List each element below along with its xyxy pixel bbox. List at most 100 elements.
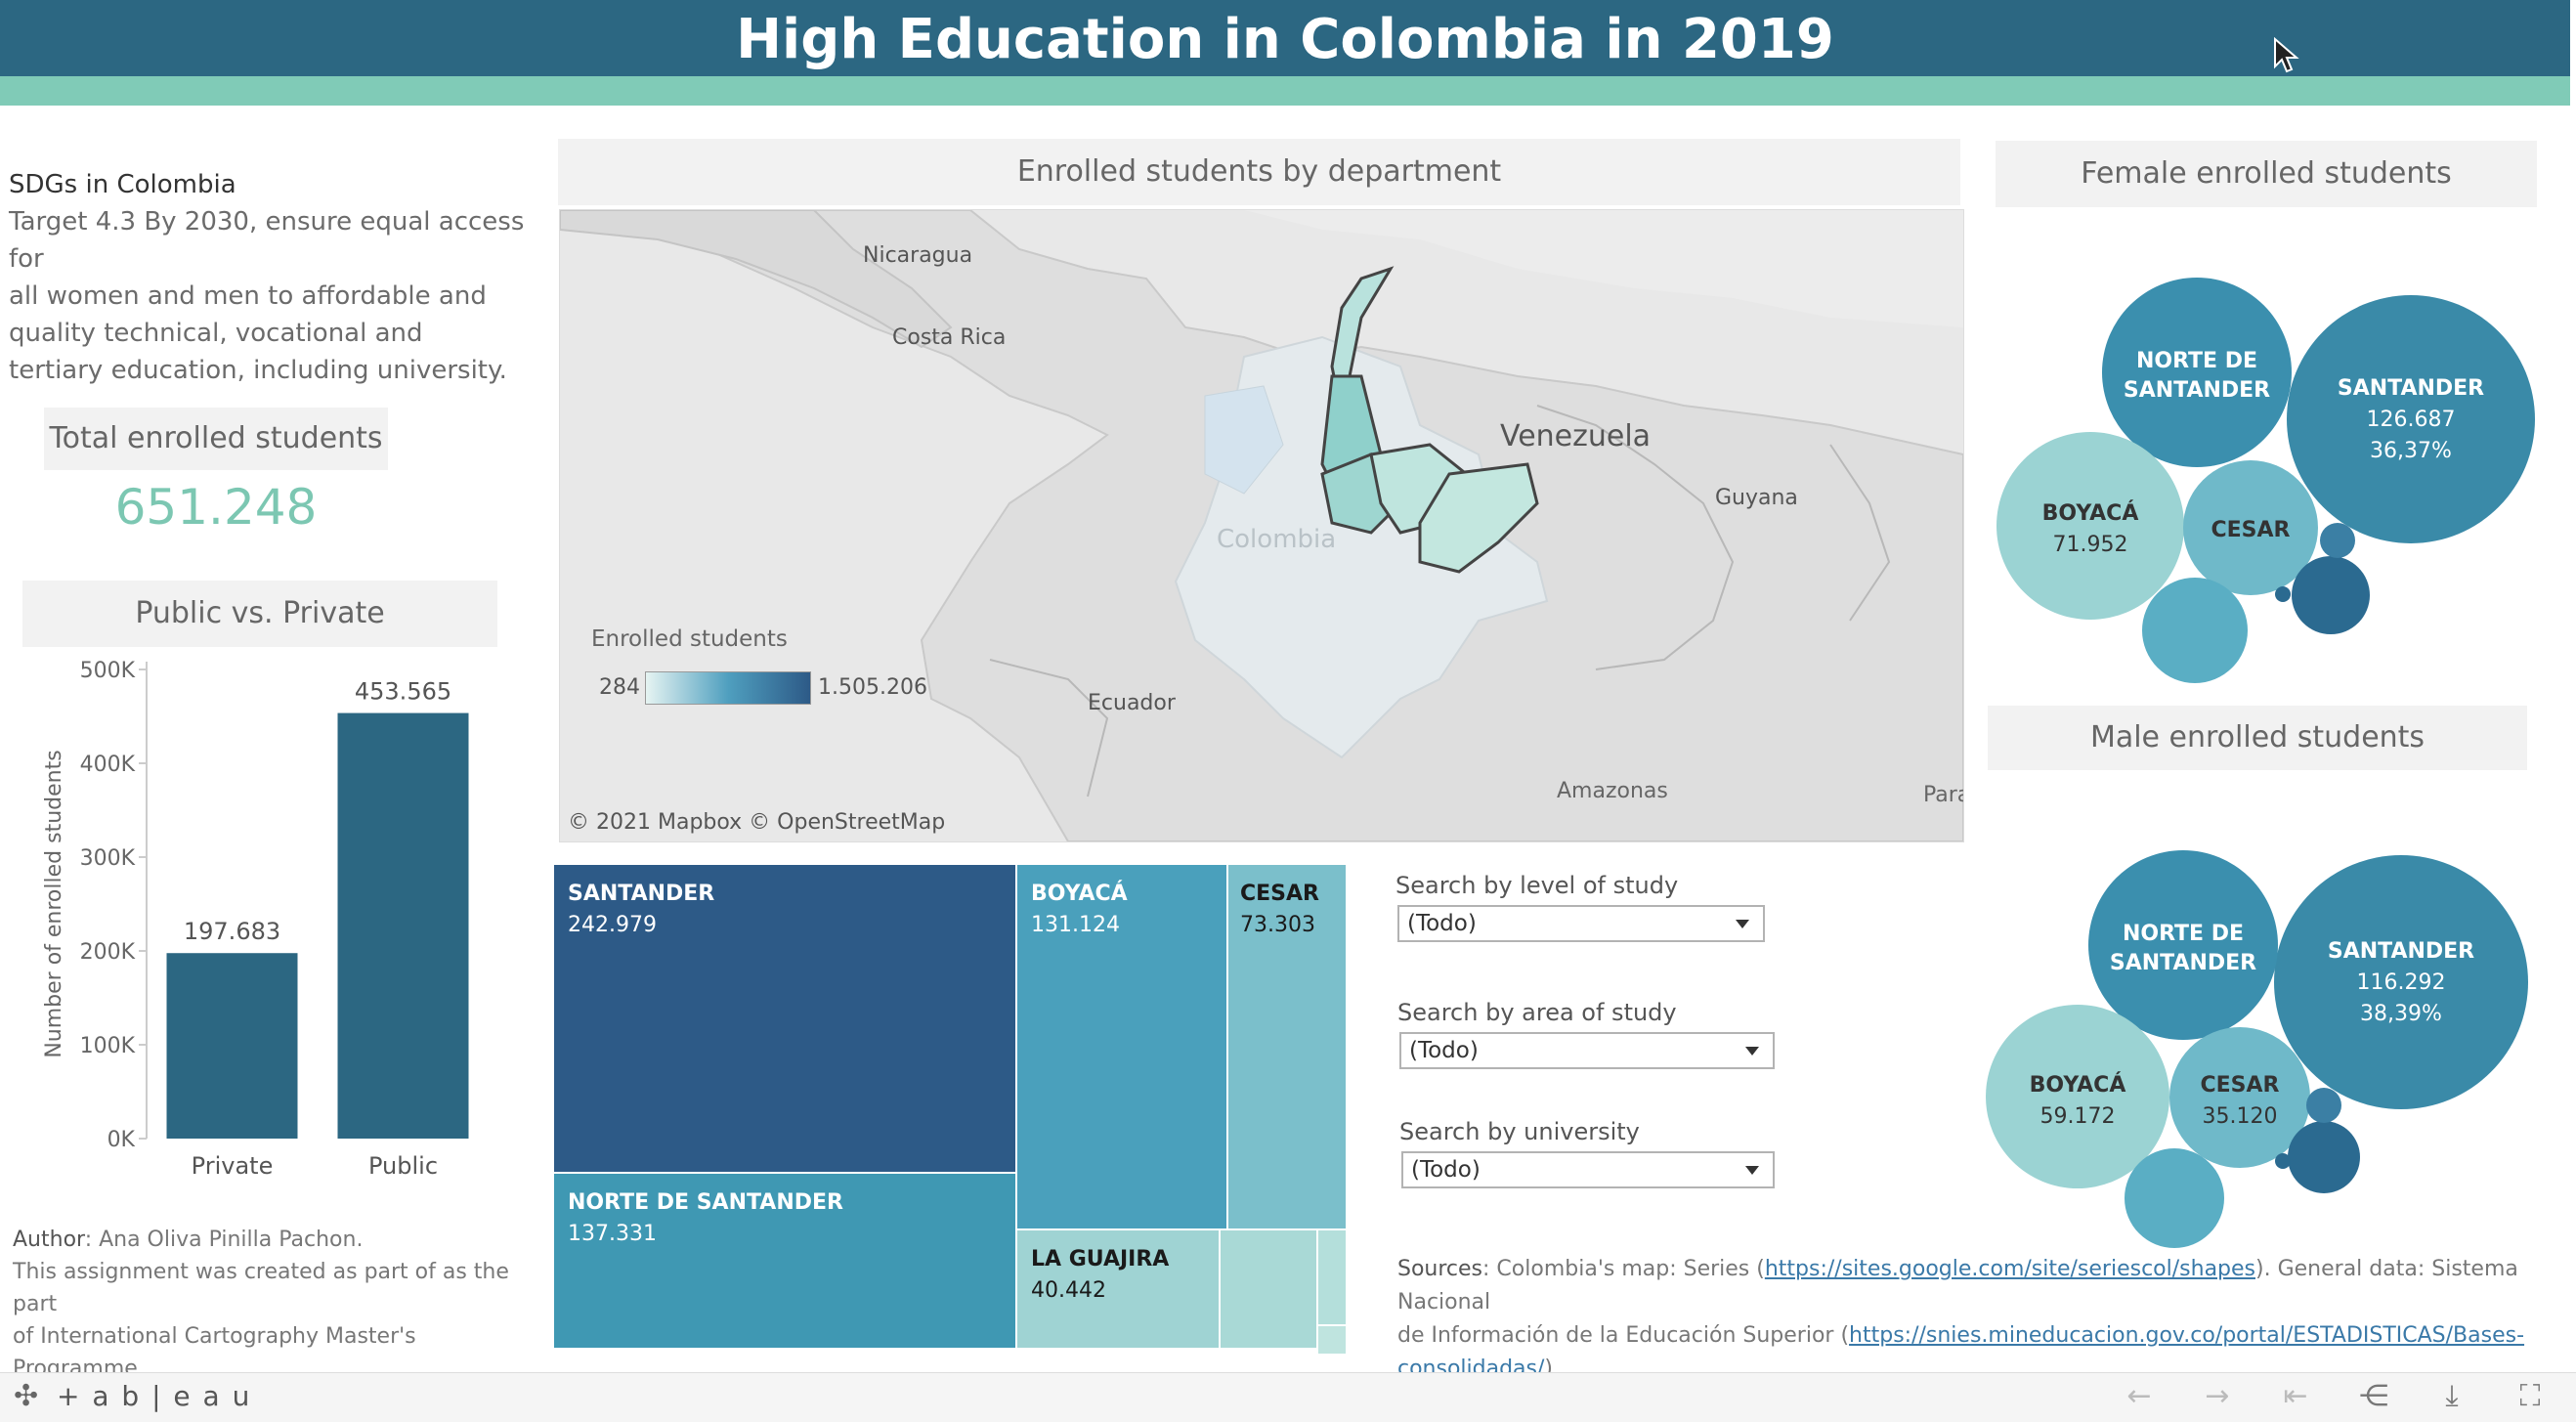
author-line-1: This assignment was created as part of a… [13,1260,509,1316]
sdg-heading: SDGs in Colombia [9,170,236,199]
female-bubble-santander[interactable] [2287,295,2535,543]
bar-value-label: 453.565 [355,678,451,706]
sources-text-3: de Información de la Educación Superior … [1397,1323,1850,1348]
treemap-cell-santander[interactable]: SANTANDER 242.979 [553,864,1016,1173]
map-label-guyana: Guyana [1715,486,1798,510]
treemap-name-la-guajira: LA GUAJIRA [1031,1247,1170,1271]
tableau-toolbar [0,1372,2576,1422]
filter-area-select[interactable]: (Todo) [1399,1032,1775,1069]
female-label-norte-2: SANTANDER [2124,378,2270,403]
male-bubble-santander[interactable] [2274,855,2528,1109]
undo-icon[interactable]: ← [2126,1379,2152,1413]
treemap-name-norte-de-santander: NORTE DE SANTANDER [568,1190,843,1215]
map-label-venezuela: Venezuela [1500,419,1652,453]
male-bubble-boyaca[interactable] [1986,1005,2169,1188]
male-title: Male enrolled students [1988,706,2527,770]
download-icon[interactable]: ⤓ [2445,1379,2459,1413]
bar-category-label: Public [368,1152,438,1180]
sdg-line-4: tertiary education, including university… [9,356,507,385]
author-block: Author: Ana Oliva Pinilla Pachon. This a… [13,1224,540,1385]
male-value-cesar: 35.120 [2203,1104,2278,1129]
bar-chart-ytick-label: 400K [80,753,136,777]
male-bubble-norte-de-santander[interactable] [2088,850,2278,1040]
filter-university-label: Search by university [1399,1118,1640,1145]
male-bubble-other-1[interactable] [2125,1148,2224,1248]
tableau-brand[interactable]: + a b | e a u [57,1380,252,1412]
sdg-panel: SDGs in Colombia Target 4.3 By 2030, ens… [9,166,537,389]
sources-link-snies-1[interactable]: https://snies.mineducacion.gov.co/portal… [1849,1323,2525,1348]
header-band [0,76,2570,106]
bar-category-label: Private [192,1152,274,1180]
female-bubble-norte-de-santander[interactable] [2102,278,2292,467]
map-label-costa-rica: Costa Rica [892,325,1007,350]
treemap-cell-cesar[interactable]: CESAR 73.303 [1227,864,1347,1229]
female-bubble-other-3[interactable] [2320,523,2355,558]
treemap-value-norte-de-santander: 137.331 [568,1222,657,1246]
fullscreen-icon[interactable]: ⛶ [2519,1379,2541,1413]
treemap-cell-small-3[interactable] [1317,1325,1347,1355]
female-bubble-other-1[interactable] [2142,578,2248,683]
map-legend-title: Enrolled students [591,626,788,652]
treemap-cell-la-guajira[interactable]: LA GUAJIRA 40.442 [1016,1229,1220,1349]
bar-public[interactable] [337,712,469,1139]
bar-chart-ytick-label: 300K [80,846,136,871]
male-bubble-other-2[interactable] [2288,1121,2360,1193]
treemap-name-santander: SANTANDER [568,882,715,906]
sdg-line-2: all women and men to affordable and [9,281,487,311]
female-bubble-other-2[interactable] [2292,556,2370,634]
bar-private[interactable] [166,953,298,1139]
sdg-line-1: Target 4.3 By 2030, ensure equal access … [9,207,525,274]
bar-chart-title: Public vs. Private [22,581,497,647]
female-bubble-cesar[interactable] [2183,460,2318,595]
treemap-cell-norte-de-santander[interactable]: NORTE DE SANTANDER 137.331 [553,1173,1016,1349]
treemap-value-la-guajira: 40.442 [1031,1278,1106,1303]
map-attribution[interactable]: © 2021 Mapbox © OpenStreetMap [568,810,946,835]
female-label-boyaca: BOYACÁ [2042,500,2139,526]
filter-level-select[interactable]: (Todo) [1397,905,1765,942]
total-value: 651.248 [114,479,318,536]
page-title: High Education in Colombia in 2019 [736,8,1834,71]
revert-icon[interactable]: ⇤ [2283,1379,2308,1413]
sources-block: Sources: Colombia's map: Series (https:/… [1397,1253,2551,1386]
filter-level-label: Search by level of study [1395,872,1679,899]
map-legend-gradient [645,671,811,705]
tableau-logo-icon[interactable]: ✣ [14,1379,39,1413]
filter-university-select[interactable]: (Todo) [1401,1151,1775,1188]
male-bubble-other-4[interactable] [2275,1153,2291,1169]
treemap-cell-small-1[interactable] [1220,1229,1317,1349]
filter-university-value: (Todo) [1411,1157,1481,1183]
author-line-2: of International Cartography Master's [13,1324,416,1349]
bar-value-label: 197.683 [184,918,280,945]
female-value-santander: 126.687 [2367,408,2456,432]
female-value-boyaca: 71.952 [2053,533,2128,557]
map-label-ecuador: Ecuador [1088,691,1176,715]
chevron-down-icon [1745,1166,1759,1175]
sdg-line-3: quality technical, vocational and [9,319,423,348]
treemap-cell-boyaca[interactable]: BOYACÁ 131.124 [1016,864,1227,1229]
male-label-santander: SANTANDER [2328,939,2474,964]
bar-chart-y-label: Number of enrolled students [42,750,66,1057]
bar-chart-ytick-label: 200K [80,940,136,965]
treemap: SANTANDER 242.979 NORTE DE SANTANDER 137… [553,864,1347,1355]
male-bubble-other-3[interactable] [2306,1088,2341,1123]
female-bubble-other-4[interactable] [2275,586,2291,602]
total-label: Total enrolled students [44,408,388,470]
male-value-boyaca: 59.172 [2040,1104,2116,1129]
treemap-cell-small-2[interactable] [1317,1229,1347,1325]
male-bubble-cesar[interactable] [2169,1027,2310,1168]
map-legend-min: 284 [599,675,640,700]
bar-chart-ytick-label: 100K [80,1034,136,1058]
map-canvas[interactable] [560,210,1963,841]
female-share-santander: 36,37% [2370,439,2452,463]
map-legend-max: 1.505.206 [818,675,927,700]
sources-link-shapes[interactable]: https://sites.google.com/site/seriescol/… [1764,1257,2256,1281]
treemap-value-santander: 242.979 [568,913,657,937]
share-icon[interactable]: ⋲ [2359,1379,2388,1413]
header-bar [0,0,2570,76]
redo-icon[interactable]: → [2205,1379,2230,1413]
map-view[interactable]: Nicaragua Costa Rica Venezuela Guyana Co… [559,209,1964,842]
author-label: Author [13,1228,85,1252]
female-bubble-boyaca[interactable] [1996,432,2184,620]
filter-area-value: (Todo) [1409,1038,1479,1063]
map-label-colombia: Colombia [1217,525,1337,554]
